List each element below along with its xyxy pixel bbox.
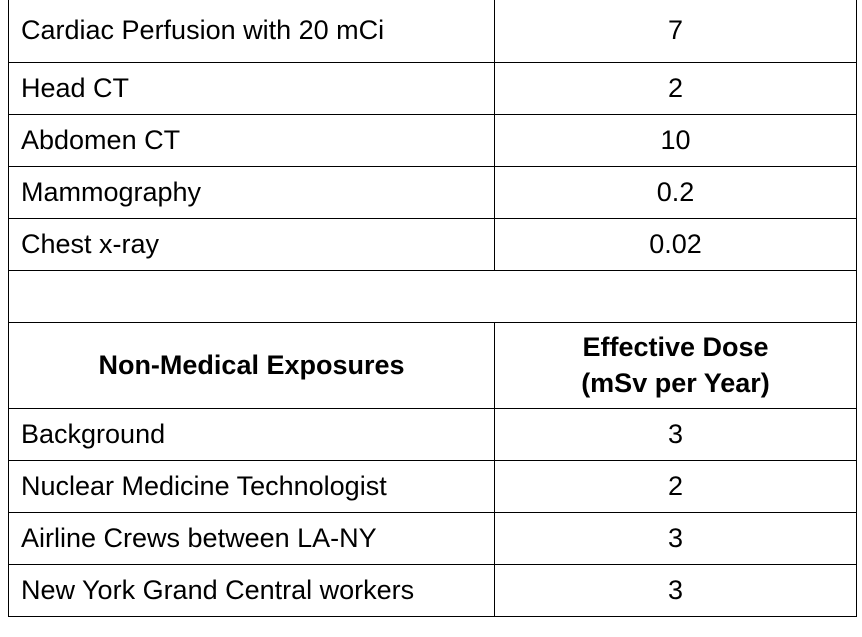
column-header-dose: Effective Dose (mSv per Year)	[494, 321, 857, 409]
exposure-label: Airline Crews between LA-NY	[8, 511, 495, 565]
section-header-row: Non-Medical Exposures Effective Dose (mS…	[8, 321, 857, 409]
dose-table: Cardiac Perfusion with 20 mCi 7 Head CT …	[8, 0, 857, 617]
table-row: Chest x-ray 0.02	[8, 217, 857, 271]
dose-value: 10	[494, 113, 857, 167]
spacer-cell	[8, 269, 857, 323]
exposure-label: New York Grand Central workers	[8, 563, 495, 617]
table-row: Nuclear Medicine Technologist 2	[8, 459, 857, 513]
dose-value: 7	[494, 0, 857, 63]
exposure-label: Background	[8, 407, 495, 461]
column-header-exposure: Non-Medical Exposures	[8, 321, 495, 409]
exposure-label: Cardiac Perfusion with 20 mCi	[8, 0, 495, 63]
table-row: Head CT 2	[8, 61, 857, 115]
dose-value: 0.2	[494, 165, 857, 219]
spacer-row	[8, 269, 857, 323]
exposure-label: Chest x-ray	[8, 217, 495, 271]
column-header-dose-line1: Effective Dose	[582, 332, 769, 362]
table-row: Mammography 0.2	[8, 165, 857, 219]
exposure-label: Nuclear Medicine Technologist	[8, 459, 495, 513]
dose-value: 2	[494, 61, 857, 115]
exposure-label: Abdomen CT	[8, 113, 495, 167]
table-row: Cardiac Perfusion with 20 mCi 7	[8, 0, 857, 63]
column-header-dose-line2: (mSv per Year)	[581, 368, 770, 398]
table-row: Background 3	[8, 407, 857, 461]
table-row: Abdomen CT 10	[8, 113, 857, 167]
table-row: Airline Crews between LA-NY 3	[8, 511, 857, 565]
dose-value: 3	[494, 511, 857, 565]
dose-value: 3	[494, 563, 857, 617]
dose-value: 3	[494, 407, 857, 461]
dose-value: 0.02	[494, 217, 857, 271]
dose-value: 2	[494, 459, 857, 513]
exposure-label: Head CT	[8, 61, 495, 115]
exposure-label: Mammography	[8, 165, 495, 219]
table-row: New York Grand Central workers 3	[8, 563, 857, 617]
